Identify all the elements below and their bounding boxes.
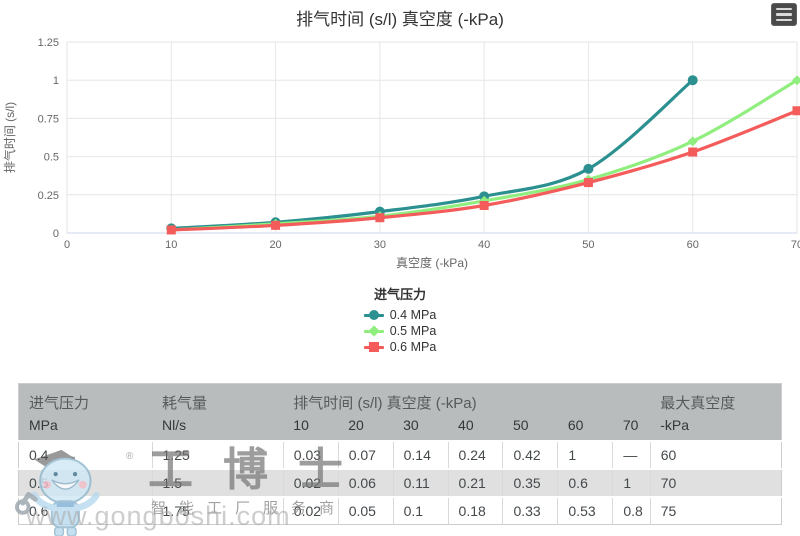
- cell: 0.02: [283, 496, 339, 525]
- cell: 0.24: [448, 440, 504, 469]
- subheader-cell: -kPa: [650, 415, 782, 441]
- subheader-cell: MPa: [18, 415, 153, 441]
- col-group-evac-time: 排气时间 (s/l) 真空度 (-kPa): [283, 383, 651, 415]
- table-subheader-row: MPa Nl/s 10 20 30 40 50 60 70 -kPa: [18, 415, 782, 441]
- chart-title: 排气时间 (s/l) 真空度 (-kPa): [296, 10, 504, 29]
- legend-item-0.5-mpa[interactable]: 0.5 MPa: [363, 324, 437, 338]
- data-table: 进气压力 耗气量 排气时间 (s/l) 真空度 (-kPa) 最大真空度 MPa…: [18, 383, 782, 525]
- legend-title: 进气压力: [373, 287, 426, 302]
- y-axis-title: 排气时间 (s/l): [2, 102, 17, 173]
- series-diamond-marker-icon: [363, 325, 384, 337]
- data-point: [583, 178, 593, 188]
- y-tick-label: 0.25: [38, 190, 59, 202]
- col-group-inlet-pressure: 进气压力: [18, 383, 153, 415]
- subheader-cell: Nl/s: [152, 415, 284, 441]
- data-point: [687, 136, 698, 147]
- series-square-marker-icon: [363, 341, 384, 353]
- y-tick-label: 0.75: [38, 113, 59, 125]
- x-tick-label: 30: [374, 239, 386, 251]
- chart-menu-button[interactable]: [771, 3, 797, 26]
- x-tick-label: 0: [64, 239, 70, 251]
- cell: 0.03: [283, 440, 339, 469]
- cell: 0.4: [18, 440, 153, 469]
- cell: 1.25: [152, 440, 284, 469]
- cell: 0.6: [557, 468, 614, 497]
- table-header-group-row: 进气压力 耗气量 排气时间 (s/l) 真空度 (-kPa) 最大真空度: [18, 383, 782, 415]
- subheader-cell: 40: [448, 415, 503, 441]
- data-point: [687, 75, 698, 86]
- x-tick-label: 60: [687, 239, 699, 251]
- y-tick-label: 0.5: [44, 152, 59, 164]
- cell: 0.14: [393, 440, 449, 469]
- legend-items: 0.4 MPa 0.5 MPa 0.6 MPa: [363, 308, 437, 354]
- x-tick-label: 20: [269, 239, 281, 251]
- subheader-cell: 20: [338, 415, 394, 441]
- cell: 0.06: [338, 468, 394, 497]
- data-point: [479, 200, 489, 210]
- cell: 0.11: [393, 468, 449, 497]
- cell: 70: [650, 468, 782, 497]
- cell: 0.8: [612, 496, 651, 525]
- col-group-max-vacuum: 最大真空度: [650, 383, 782, 415]
- cell: 0.18: [448, 496, 504, 525]
- subheader-cell: 50: [502, 415, 558, 441]
- x-tick-label: 40: [478, 239, 490, 251]
- cell: 0.53: [557, 496, 614, 525]
- y-tick-label: 0: [53, 228, 59, 240]
- cell: 0.33: [502, 496, 559, 525]
- x-tick-label: 70: [791, 239, 800, 251]
- cell: 1.75: [152, 496, 284, 525]
- subheader-cell: 10: [283, 415, 339, 441]
- data-point: [271, 220, 281, 230]
- series-line-0.4-MPa: [171, 78, 694, 231]
- cell: 0.1: [393, 496, 449, 525]
- table-row: 0.6 1.75 0.02 0.05 0.1 0.18 0.33 0.53 0.…: [18, 496, 782, 525]
- x-tick-label: 50: [582, 239, 594, 251]
- table-row: 0.5 1.5 0.02 0.06 0.11 0.21 0.35 0.6 1 7…: [18, 468, 782, 497]
- cell: 1: [612, 468, 651, 497]
- cell: —: [612, 440, 651, 469]
- subheader-cell: 30: [393, 415, 449, 441]
- y-tick-label: 1: [53, 75, 59, 87]
- data-point: [583, 163, 594, 174]
- cell: 0.21: [448, 468, 504, 497]
- cell: 1: [557, 440, 614, 469]
- legend-item-0.6-mpa[interactable]: 0.6 MPa: [363, 340, 437, 354]
- legend-label: 0.6 MPa: [389, 340, 437, 354]
- cell: 0.5: [18, 468, 153, 497]
- cell: 0.6: [18, 496, 153, 525]
- cell: 1.5: [152, 468, 284, 497]
- cell: 0.35: [502, 468, 559, 497]
- cell: 60: [650, 440, 782, 469]
- cell: 0.42: [502, 440, 559, 469]
- cell: 0.05: [338, 496, 394, 525]
- legend-item-0.4-mpa[interactable]: 0.4 MPa: [363, 308, 437, 322]
- x-tick-label: 10: [165, 239, 177, 251]
- subheader-cell: 60: [557, 415, 613, 441]
- data-point: [375, 213, 385, 223]
- legend-label: 0.4 MPa: [389, 308, 437, 322]
- table-row: 0.4 1.25 0.03 0.07 0.14 0.24 0.42 1 — 60: [18, 440, 782, 469]
- plot-area: 0 0.25 0.5 0.75 1 1.25 0 10 20 30 40 50 60 70 真空度 (-kP…: [2, 37, 800, 270]
- series-circle-marker-icon: [363, 309, 384, 321]
- x-axis-title: 真空度 (-kPa): [396, 255, 468, 270]
- y-tick-label: 1.25: [38, 37, 59, 49]
- col-group-air-consumption: 耗气量: [152, 383, 284, 415]
- cell: 0.02: [283, 468, 339, 497]
- legend: 进气压力 0.4 MPa 0.5 MPa 0.6 MPa: [0, 284, 800, 354]
- cell: 0.07: [338, 440, 394, 469]
- data-point: [792, 75, 800, 86]
- cell: 75: [650, 496, 782, 525]
- data-point: [792, 106, 800, 116]
- subheader-cell: 70: [612, 415, 651, 441]
- legend-label: 0.5 MPa: [389, 324, 437, 338]
- data-point: [166, 225, 176, 235]
- data-point: [688, 147, 698, 157]
